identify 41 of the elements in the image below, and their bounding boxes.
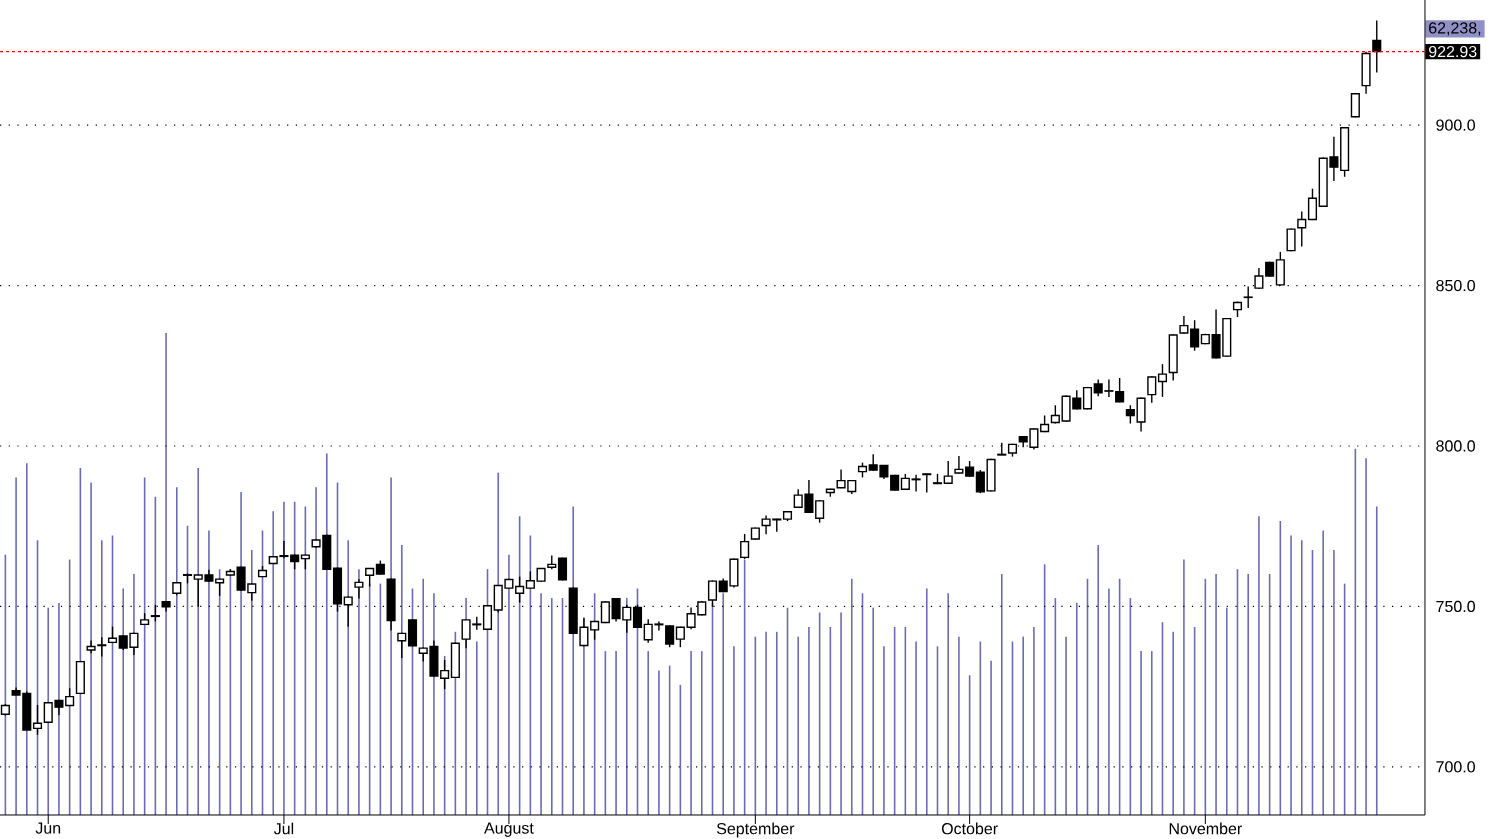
x-tick-label: Jun (35, 822, 61, 834)
x-tick-label: October (941, 822, 998, 835)
candlestick (1372, 19, 1382, 74)
y-tick-label: 900.0 (1436, 119, 1475, 131)
candlestick (1115, 377, 1125, 404)
candlestick (482, 605, 493, 630)
candlestick (440, 659, 450, 690)
candlestick (354, 578, 364, 600)
candlestick (632, 604, 643, 629)
candlestick (1147, 375, 1157, 404)
candlestick (954, 455, 964, 475)
x-tick-label: Jul (273, 822, 294, 835)
candlestick (1307, 187, 1318, 221)
y-tick-label: 850.0 (1436, 279, 1475, 292)
candlestick (1243, 285, 1253, 309)
candlestick (1050, 404, 1060, 425)
candlestick (97, 636, 107, 658)
y-tick-label: 700.0 (1436, 761, 1475, 773)
candlestick (1125, 404, 1135, 425)
candlestick (665, 624, 675, 648)
candlestick (911, 474, 921, 493)
candlestick (343, 595, 353, 628)
y-tick-label: 750.0 (1436, 600, 1475, 613)
x-tick-label: August (484, 822, 534, 837)
ref-line-label: 922.93 (1429, 45, 1477, 58)
candlestick (515, 575, 525, 604)
x-tick-label: September (716, 822, 795, 838)
candlestick (397, 632, 407, 659)
y-tick-label: 800.0 (1436, 440, 1475, 452)
candlestick (1190, 319, 1200, 352)
candlestick (1350, 92, 1360, 119)
candlestick (707, 579, 718, 608)
candlestick (943, 460, 953, 485)
candlestick (1136, 396, 1146, 433)
candlestick (740, 533, 750, 560)
candlestick (32, 704, 43, 736)
candlestick (1157, 363, 1168, 398)
candlestick (922, 472, 932, 494)
text: 62,238, (1429, 22, 1481, 36)
x-tick-label: November (1169, 822, 1242, 835)
candlestick (815, 499, 825, 524)
